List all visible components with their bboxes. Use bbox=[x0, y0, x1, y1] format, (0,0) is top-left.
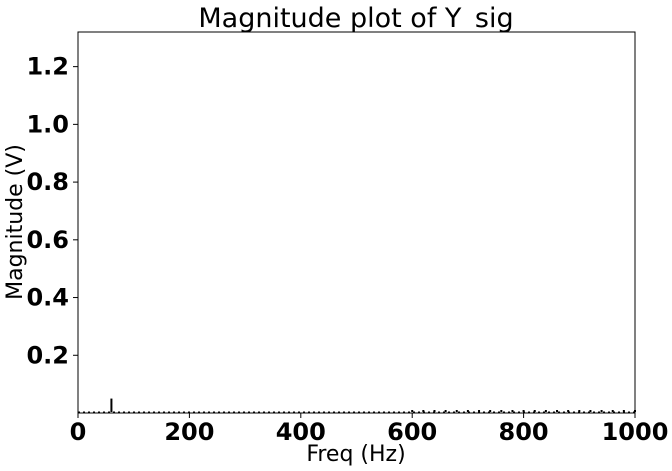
y-tick-label: 0.8 bbox=[26, 168, 69, 196]
y-axis-ticks: 0.2 0.4 0.6 0.8 1.0 1.2 bbox=[26, 53, 78, 369]
y-axis-label: Magnitude (V) bbox=[3, 144, 28, 300]
x-tick-label: 200 bbox=[164, 418, 214, 446]
x-axis-ticks: 0 200 400 600 800 1000 bbox=[70, 413, 669, 446]
x-tick-label: 600 bbox=[387, 418, 437, 446]
plot-area bbox=[78, 32, 635, 413]
chart-title: Magnitude plot of Y_sig bbox=[198, 3, 513, 34]
x-tick-label: 800 bbox=[499, 418, 549, 446]
x-tick-label: 1000 bbox=[602, 418, 669, 446]
y-tick-label: 1.2 bbox=[26, 53, 69, 81]
x-tick-label: 400 bbox=[276, 418, 326, 446]
x-axis-label: Freq (Hz) bbox=[306, 442, 405, 467]
y-tick-label: 1.0 bbox=[26, 110, 69, 138]
x-tick-label: 0 bbox=[70, 418, 87, 446]
stem-series bbox=[78, 398, 636, 413]
y-tick-label: 0.2 bbox=[26, 341, 69, 369]
plot-frame bbox=[77, 31, 636, 414]
plot-background bbox=[78, 32, 635, 413]
y-tick-label: 0.4 bbox=[26, 284, 69, 312]
y-tick-label: 0.6 bbox=[26, 226, 69, 254]
